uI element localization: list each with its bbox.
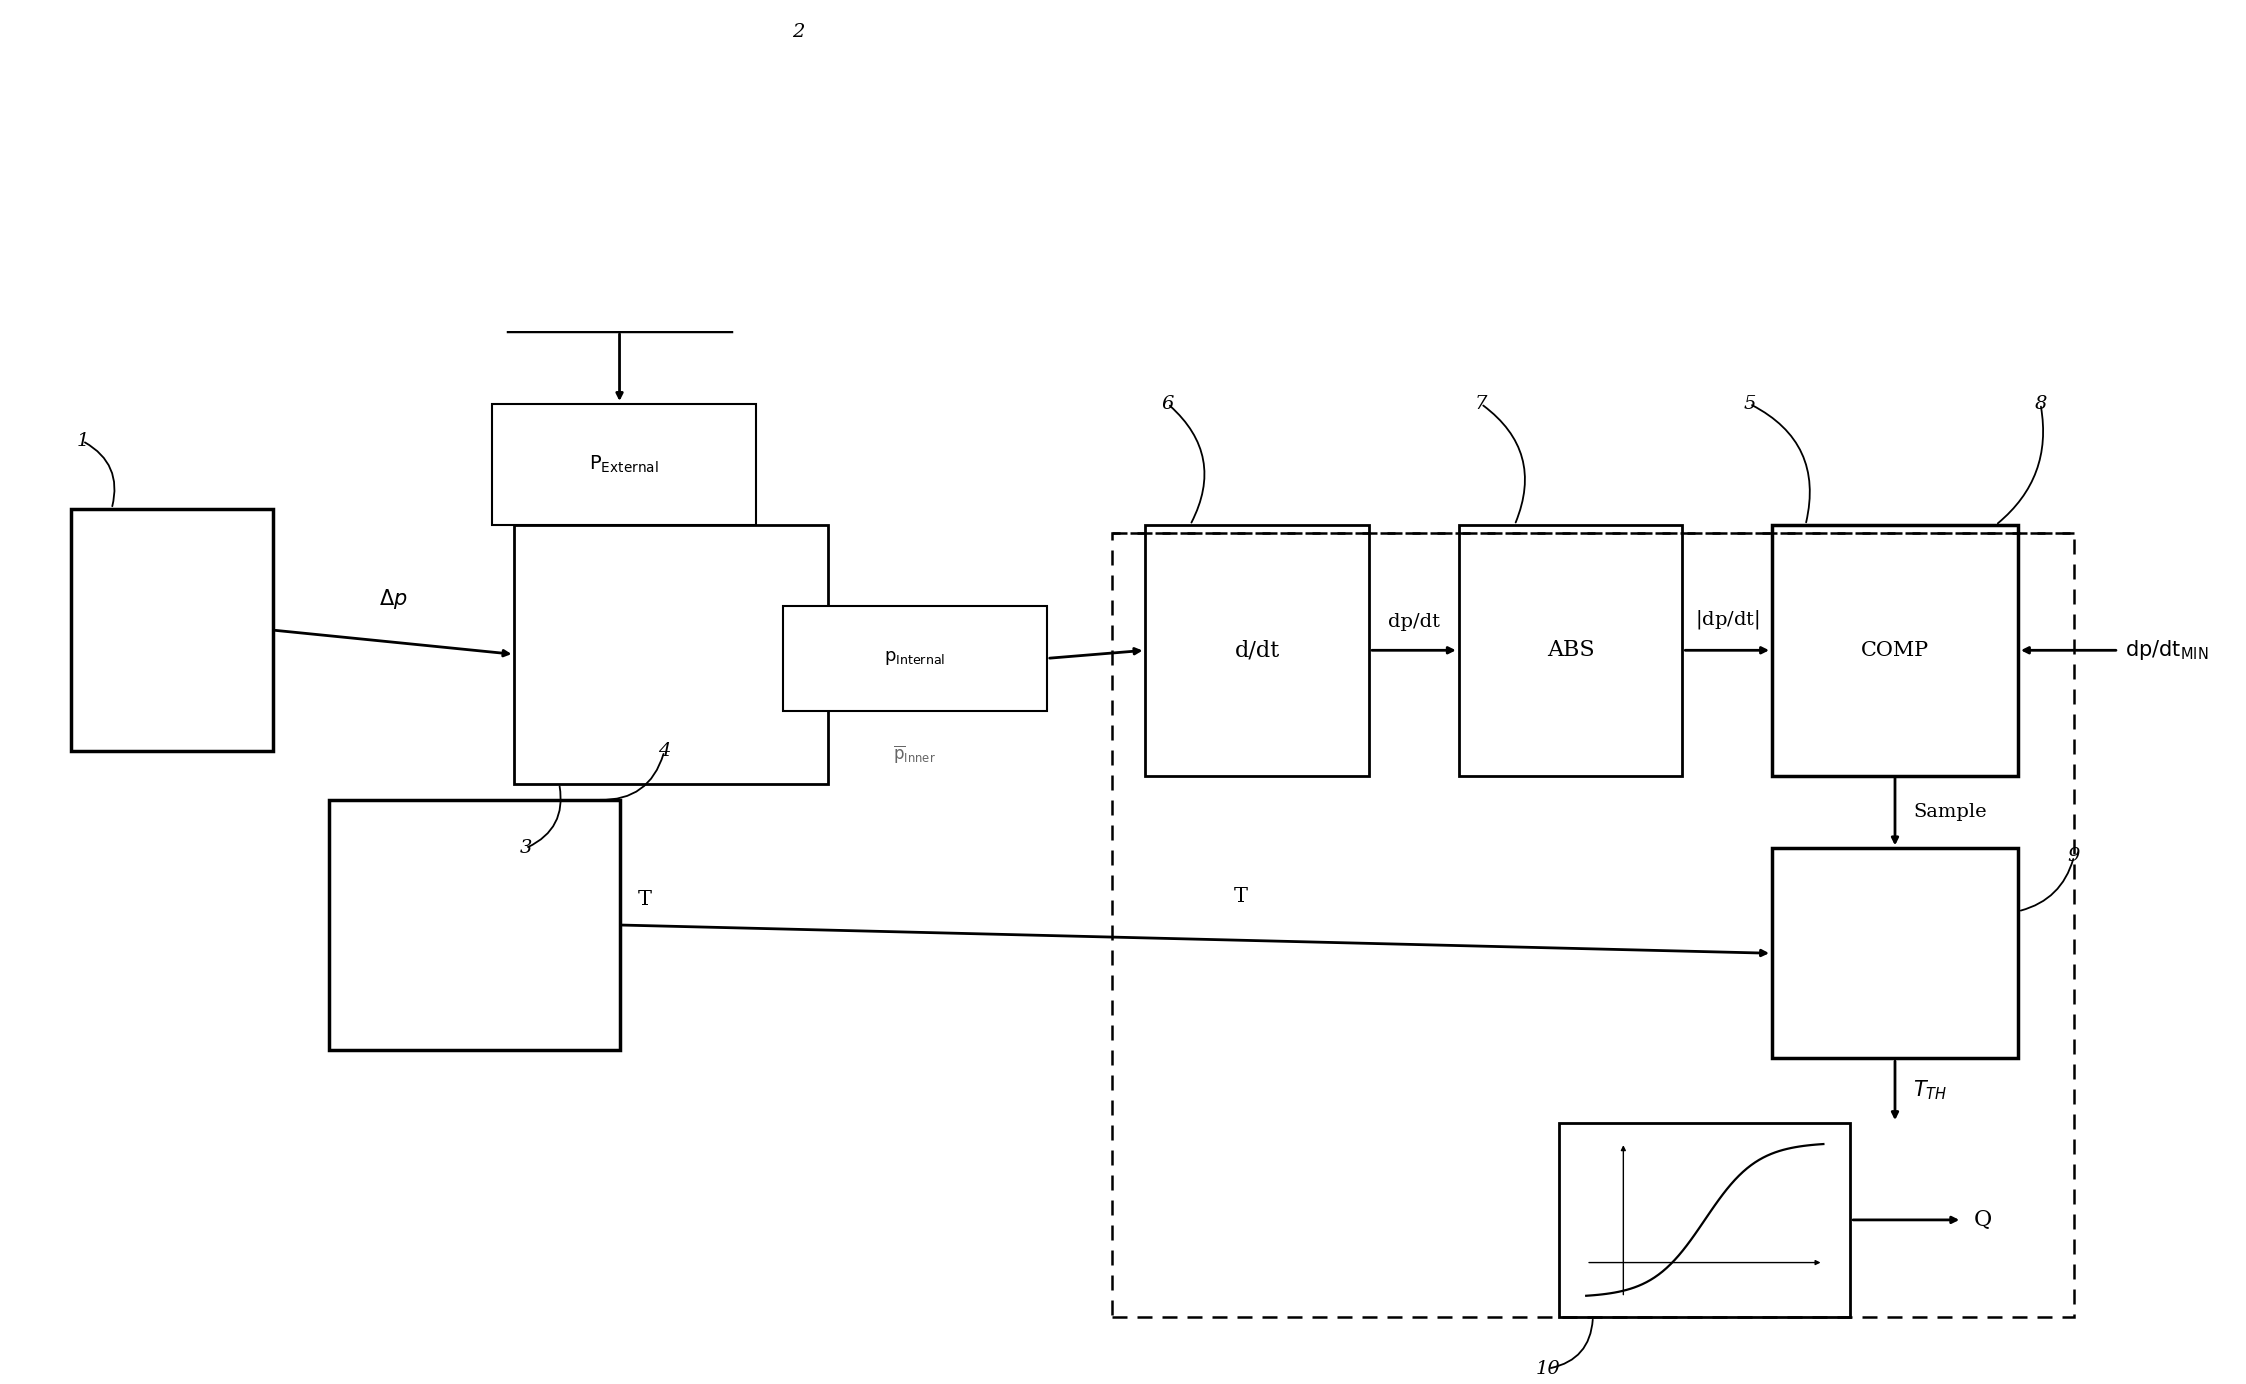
Text: d/dt: d/dt xyxy=(1235,639,1280,662)
Bar xyxy=(1112,533,2073,1316)
Text: $\mathsf{p_{Internal}}$: $\mathsf{p_{Internal}}$ xyxy=(885,649,946,667)
Text: dp/dt: dp/dt xyxy=(1388,613,1440,631)
Bar xyxy=(784,606,1047,711)
Bar xyxy=(328,800,620,1050)
Text: $|$dp/dt$|$: $|$dp/dt$|$ xyxy=(1696,608,1759,631)
Text: ABS: ABS xyxy=(1547,639,1595,662)
Text: COMP: COMP xyxy=(1862,641,1929,660)
Text: Sample: Sample xyxy=(1914,803,1985,821)
Bar xyxy=(508,72,732,331)
Bar xyxy=(1559,1122,1851,1316)
Bar xyxy=(1145,525,1370,775)
Text: 8: 8 xyxy=(2035,394,2046,412)
Text: T: T xyxy=(638,890,651,909)
Text: 2: 2 xyxy=(793,24,804,42)
Text: 7: 7 xyxy=(1476,394,1487,412)
Bar xyxy=(1772,848,2019,1059)
Bar xyxy=(1772,525,2019,775)
Text: 1: 1 xyxy=(76,432,88,450)
Text: 3: 3 xyxy=(519,839,532,857)
Text: T: T xyxy=(1233,887,1247,905)
Bar xyxy=(514,525,827,783)
Text: $\mathsf{\overline{p}_{Inner}}$: $\mathsf{\overline{p}_{Inner}}$ xyxy=(894,743,937,765)
Text: $\mathsf{P_{External}}$: $\mathsf{P_{External}}$ xyxy=(588,454,658,475)
Text: 4: 4 xyxy=(658,742,672,760)
Text: $\mathsf{dp/dt_{MIN}}$: $\mathsf{dp/dt_{MIN}}$ xyxy=(2125,638,2210,663)
Text: 6: 6 xyxy=(1161,394,1175,412)
Bar xyxy=(1458,525,1682,775)
Text: $T_{TH}$: $T_{TH}$ xyxy=(1914,1080,1947,1103)
Text: 10: 10 xyxy=(1536,1359,1561,1377)
Text: $\Delta p$: $\Delta p$ xyxy=(380,587,409,610)
Text: Q: Q xyxy=(1974,1208,1992,1230)
Text: 5: 5 xyxy=(1743,394,1756,412)
Text: 9: 9 xyxy=(2069,847,2080,865)
Bar xyxy=(72,509,272,752)
Bar xyxy=(492,404,757,525)
